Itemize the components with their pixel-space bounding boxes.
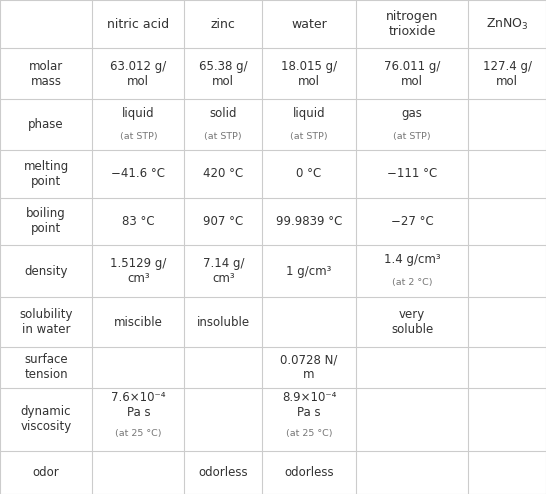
Text: odorless: odorless [198,466,248,479]
Text: 1 g/cm³: 1 g/cm³ [287,265,332,278]
Text: 907 °C: 907 °C [203,215,244,228]
Text: nitrogen
trioxide: nitrogen trioxide [386,10,438,38]
Text: 65.38 g/
mol: 65.38 g/ mol [199,60,247,88]
Text: boiling
point: boiling point [26,207,66,235]
Text: 1.5129 g/
cm³: 1.5129 g/ cm³ [110,257,167,285]
Text: −41.6 °C: −41.6 °C [111,167,165,180]
Text: nitric acid: nitric acid [107,18,169,31]
Text: (at STP): (at STP) [204,131,242,141]
Text: dynamic
viscosity: dynamic viscosity [21,406,72,433]
Text: water: water [291,18,327,31]
Text: 99.9839 °C: 99.9839 °C [276,215,342,228]
Text: miscible: miscible [114,316,163,329]
Text: surface
tension: surface tension [24,353,68,381]
Text: gas: gas [402,107,423,120]
Text: very
soluble: very soluble [391,308,434,336]
Text: 0 °C: 0 °C [296,167,322,180]
Text: 127.4 g/
mol: 127.4 g/ mol [483,60,532,88]
Text: molar
mass: molar mass [29,60,63,88]
Text: 18.015 g/
mol: 18.015 g/ mol [281,60,337,88]
Text: 7.6×10⁻⁴
Pa s: 7.6×10⁻⁴ Pa s [111,391,165,419]
Text: (at STP): (at STP) [120,131,157,141]
Text: zinc: zinc [211,18,236,31]
Text: 0.0728 N/
m: 0.0728 N/ m [281,353,338,381]
Text: 83 °C: 83 °C [122,215,155,228]
Text: (at 25 °C): (at 25 °C) [286,429,333,438]
Text: 420 °C: 420 °C [203,167,244,180]
Text: solid: solid [210,107,237,120]
Text: (at 2 °C): (at 2 °C) [392,278,432,287]
Text: 76.011 g/
mol: 76.011 g/ mol [384,60,441,88]
Text: 1.4 g/cm³: 1.4 g/cm³ [384,253,441,266]
Text: −27 °C: −27 °C [391,215,434,228]
Text: phase: phase [28,119,64,131]
Text: −111 °C: −111 °C [387,167,437,180]
Text: 7.14 g/
cm³: 7.14 g/ cm³ [203,257,244,285]
Text: density: density [25,265,68,278]
Text: (at 25 °C): (at 25 °C) [115,429,162,438]
Text: 8.9×10⁻⁴
Pa s: 8.9×10⁻⁴ Pa s [282,391,336,419]
Text: 63.012 g/
mol: 63.012 g/ mol [110,60,167,88]
Text: (at STP): (at STP) [290,131,328,141]
Text: solubility
in water: solubility in water [19,308,73,336]
Text: melting
point: melting point [23,160,69,188]
Text: odorless: odorless [284,466,334,479]
Text: insoluble: insoluble [197,316,250,329]
Text: liquid: liquid [293,107,325,120]
Text: (at STP): (at STP) [394,131,431,141]
Text: odor: odor [33,466,60,479]
Text: liquid: liquid [122,107,155,120]
Text: ZnNO$_3$: ZnNO$_3$ [486,17,529,32]
